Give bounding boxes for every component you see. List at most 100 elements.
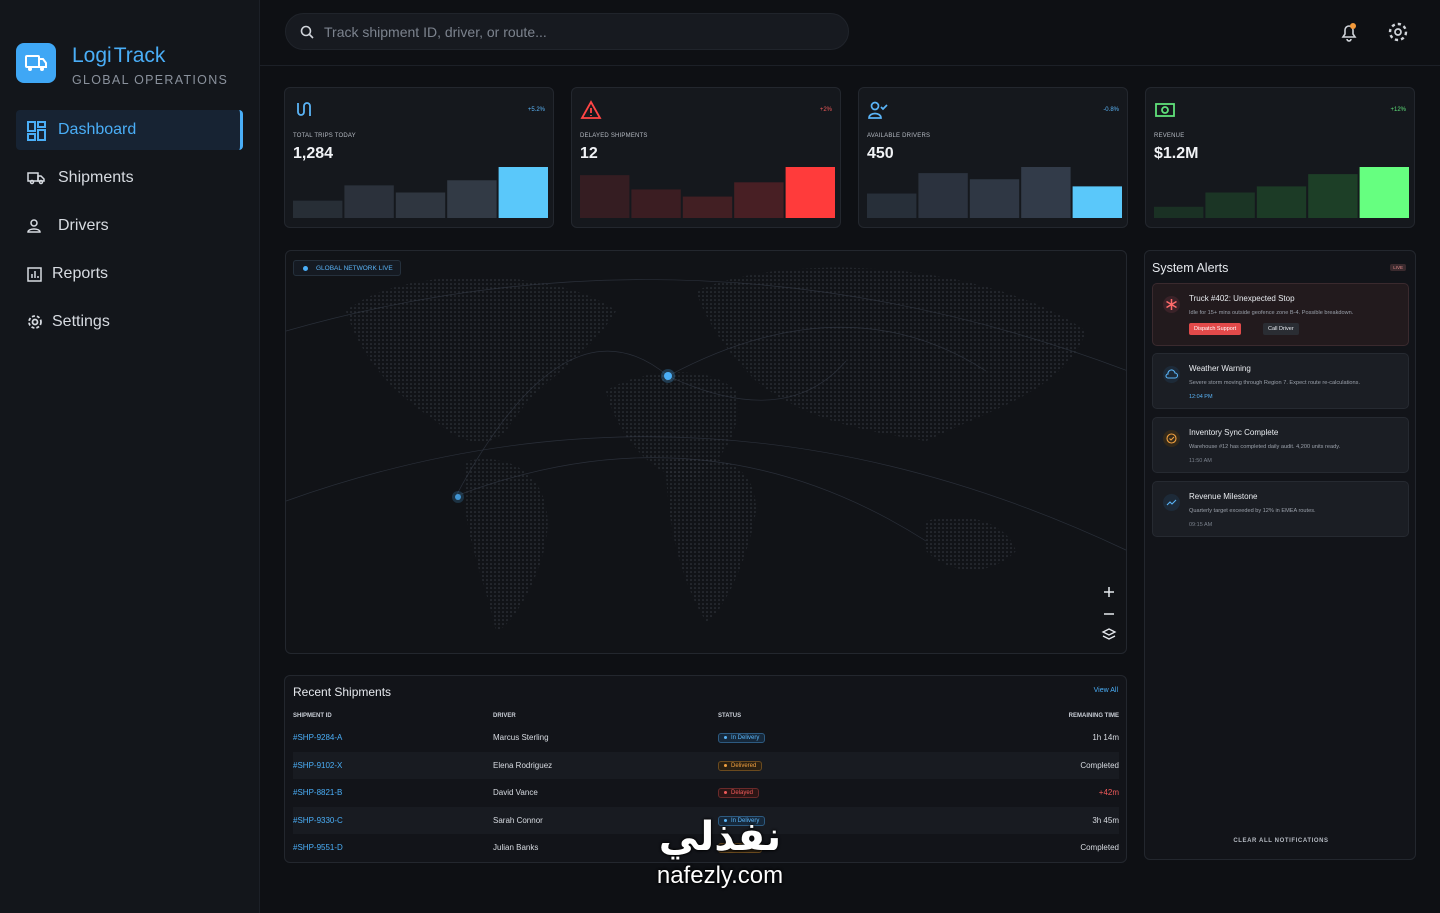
settings-button[interactable] [1387,21,1409,43]
sidebar: LogiTrack GLOBAL OPERATIONS Dashboard Sh… [0,0,260,913]
alerts-panel: System Alerts LIVE Truck #402: Unexpecte… [1144,250,1416,860]
kpi-bar [1205,192,1255,218]
kpi-bar [580,175,630,218]
nav-item[interactable]: Settings [16,302,243,342]
status-pill: Delivered [718,843,763,854]
kpi-trend: -0.8% [1103,107,1119,113]
status-cell: Delivered [718,752,912,780]
shipment-id: #SHP-9284-A [293,733,343,743]
search-box[interactable]: Track shipment ID, driver, or route... [285,13,849,50]
kpi-bar [447,180,497,218]
clear-button[interactable]: CLEAR ALL NOTIFICATIONS [1233,838,1329,844]
column-header: STATUS [718,713,742,719]
kpi-value: $1.2M [1154,145,1199,162]
remaining-time: 3h 45m [1092,815,1119,825]
nav-label: Settings [52,313,110,330]
remaining-time: Completed [1080,843,1119,853]
status-pill: In Delivery [718,815,766,826]
mini-bar-chart [293,167,548,218]
remaining-time: 1h 14m [1092,733,1119,743]
mini-bar-chart [867,167,1122,218]
alert-time: 09:15 AM [1189,522,1213,528]
kpi-icon [868,101,888,119]
nav-label: Shipments [58,169,134,186]
nav-item[interactable]: Dashboard [16,110,243,150]
nav-item[interactable]: Shipments [16,158,243,198]
alert-time: 12:04 PM [1189,394,1213,400]
column-header: DRIVER [493,713,516,719]
map-controls[interactable] [1099,584,1119,646]
kpi-bar [498,167,548,218]
status-cell: In Delivery [718,807,912,835]
alert-title: Truck #402: Unexpected Stop [1189,294,1295,303]
driver-name: David Vance [493,788,538,798]
shipments-title: Recent Shipments [293,685,392,699]
view-all-link[interactable]: View All [1093,687,1118,694]
alert-title: Inventory Sync Complete [1189,428,1279,437]
search-placeholder: Track shipment ID, driver, or route... [324,24,547,40]
shipment-row[interactable]: #SHP-9551-D Julian Banks Delivered Complete… [293,834,1119,862]
notification-bell[interactable] [1338,21,1360,43]
alert-card[interactable]: Weather Warning Severe storm moving thro… [1152,353,1409,409]
dispatch-button[interactable]: Dispatch Support [1189,323,1242,335]
alert-time: 11:50 AM [1189,458,1212,464]
live-badge-text: GLOBAL NETWORK LIVE [316,265,393,272]
nav-item[interactable]: Reports [16,254,243,294]
shipment-id: #SHP-9551-D [293,843,343,853]
kpi-bar [785,167,835,218]
kpi-bar [969,179,1020,218]
nav-label: Reports [52,265,109,282]
shipments-panel: Recent Shipments View All SHIPMENT ID DRI… [284,675,1127,863]
shipment-id: #SHP-8821-B [293,788,343,798]
alert-card[interactable]: Truck #402: Unexpected Stop Idle for 15+… [1152,283,1409,346]
topbar [260,0,1440,66]
search-icon [300,25,314,39]
mini-bar-chart [580,167,835,218]
kpi-trend: +5.2% [527,107,545,113]
kpi-bar [682,196,733,218]
brand-subtitle: GLOBAL OPERATIONS [72,73,229,87]
watermark-arabic: نفذلي [658,814,782,860]
nav-label: Dashboard [58,121,137,138]
status-pill: Delivered [718,760,763,771]
nav-icon [27,121,46,141]
kpi-value: 1,284 [293,145,334,162]
shipment-row[interactable]: #SHP-8821-B David Vance Delayed +42m [293,779,1119,807]
kpi-bar [631,189,681,218]
live-tag: LIVE [1390,264,1406,271]
kpi-bar [1308,174,1358,218]
remaining-time: Completed [1080,760,1119,770]
alert-icon [1163,430,1180,447]
kpi-bar [1072,186,1122,218]
kpi-card: +2% DELAYED SHIPMENTS 12 [571,87,841,228]
kpi-bar [293,200,343,218]
kpi-bar [1359,167,1409,218]
kpi-card: -0.8% AVAILABLE DRIVERS 450 [858,87,1128,228]
remaining-time: +42m [1098,788,1119,798]
nav-item[interactable]: Drivers [16,206,243,246]
kpi-bar [918,173,968,218]
watermark: نفذلي nafezly.com [632,812,808,890]
shipment-row[interactable]: #SHP-9330-C Sarah Connor In Delivery 3h 45m [293,806,1119,835]
kpi-icon [1155,103,1175,117]
shipment-row[interactable]: #SHP-9102-X Elena Rodriguez Delivered Compl… [293,751,1119,780]
brand-text: Logi [72,44,112,67]
world-map [286,267,1126,631]
alert-card[interactable]: Revenue Milestone Quarterly target excee… [1152,481,1409,537]
status-cell: Delayed [718,779,912,807]
alert-text: Quarterly target exceeded by 12% in EMEA… [1189,508,1316,514]
driver-name: Julian Banks [493,843,539,853]
kpi-bar [395,192,446,218]
shipment-row[interactable]: #SHP-9284-A Marcus Sterling In Delivery 1h … [293,724,1119,752]
nav-icon [27,219,41,233]
kpi-bar [1256,186,1307,218]
kpi-bar [344,185,394,218]
alert-text: Severe storm moving through Region 7. Ex… [1189,380,1361,386]
alert-card[interactable]: Inventory Sync Complete Warehouse #12 ha… [1152,417,1409,473]
call-button[interactable]: Call Driver [1263,323,1299,335]
brand-text: Track [113,44,166,67]
status-cell: Delivered [718,834,912,862]
alert-icon [1163,366,1180,383]
mini-bar-chart [1154,167,1409,218]
